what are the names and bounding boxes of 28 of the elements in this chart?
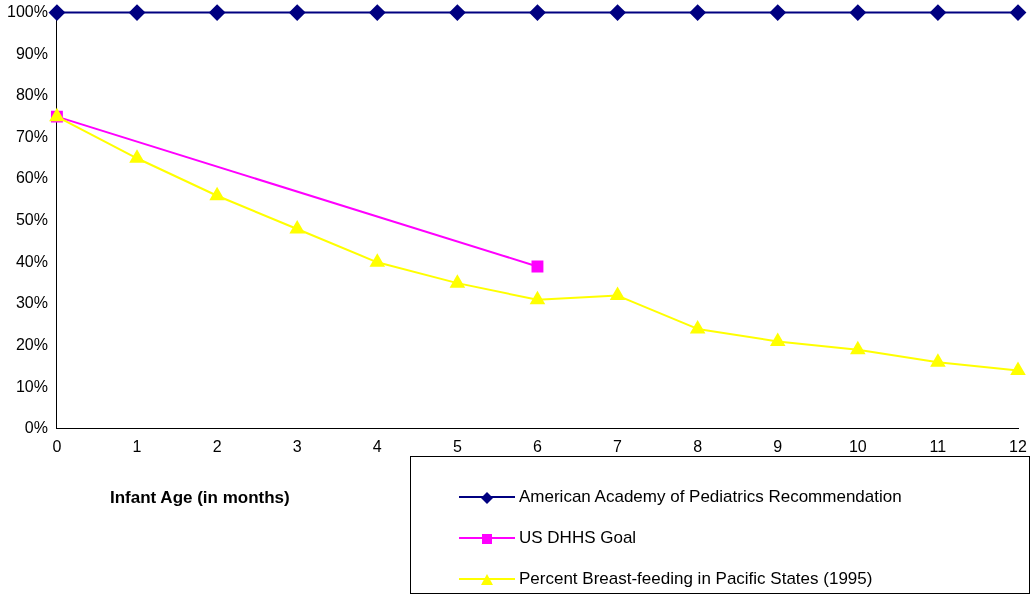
x-axis-title: Infant Age (in months) <box>110 488 290 508</box>
y-tick-label: 10% <box>15 377 48 395</box>
y-tick-label: 90% <box>15 44 48 62</box>
x-tick-label: 7 <box>613 437 623 455</box>
y-tick-label: 70% <box>15 127 48 145</box>
x-tick-label: 8 <box>693 437 703 455</box>
x-tick-label: 0 <box>52 437 62 455</box>
x-tick-label: 1 <box>132 437 142 455</box>
x-tick-label: 3 <box>292 437 302 455</box>
legend-label: American Academy of Pediatrics Recommendation <box>519 487 902 507</box>
y-tick-label: 20% <box>15 335 48 353</box>
y-tick-label: 80% <box>15 86 48 104</box>
x-tick-label: 12 <box>1009 437 1027 455</box>
y-tick-label: 30% <box>15 294 48 312</box>
x-tick-label: 11 <box>929 437 947 455</box>
x-tick-label: 10 <box>848 437 867 455</box>
y-tick-label: 50% <box>15 211 48 229</box>
legend-label: Percent Breast-feeding in Pacific States (1995) <box>519 569 873 589</box>
y-tick-label: 0% <box>24 419 48 437</box>
x-tick-label: 5 <box>452 437 462 455</box>
y-tick-label: 60% <box>15 169 48 187</box>
x-tick-label: 9 <box>773 437 783 455</box>
y-tick-label: 100% <box>7 3 48 21</box>
x-tick-label: 6 <box>533 437 543 455</box>
x-tick-label: 2 <box>212 437 222 455</box>
x-tick-label: 4 <box>372 437 382 455</box>
y-tick-label: 40% <box>15 252 48 270</box>
legend-label: US DHHS Goal <box>519 528 637 548</box>
